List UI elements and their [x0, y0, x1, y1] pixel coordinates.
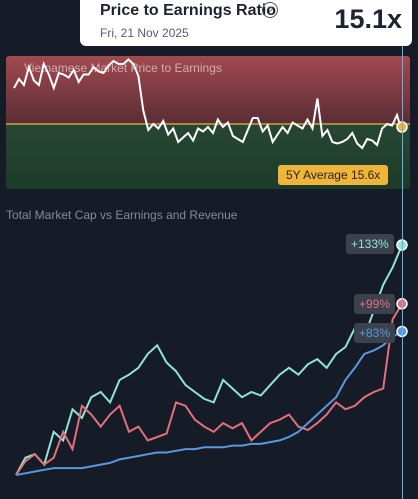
badge-revenue: +83% — [354, 323, 396, 343]
pe-above-average-zone — [6, 56, 410, 124]
market-cap-chart-title: Total Market Cap vs Earnings and Revenue — [6, 208, 238, 222]
badge-earnings: +99% — [354, 294, 396, 314]
badge-market-cap: +133% — [346, 234, 394, 254]
series-line-1 — [15, 303, 403, 476]
tooltip-card: Price to Earnings Ratio ? Fri, 21 Nov 20… — [80, 0, 412, 46]
tooltip-title: Price to Earnings Ratio — [100, 2, 277, 19]
pe-chart-panel: Vietnamese Market Price to Earnings — [6, 56, 410, 189]
tooltip-date: Fri, 21 Nov 2025 — [100, 26, 189, 40]
question-circle-icon[interactable]: ? — [262, 2, 278, 18]
average-badge: 5Y Average 15.6x — [278, 165, 389, 185]
series-line-2 — [15, 330, 403, 476]
hover-cursor-line — [402, 46, 403, 499]
pe-series-line — [13, 58, 403, 150]
tooltip-value: 15.1x — [334, 4, 402, 34]
